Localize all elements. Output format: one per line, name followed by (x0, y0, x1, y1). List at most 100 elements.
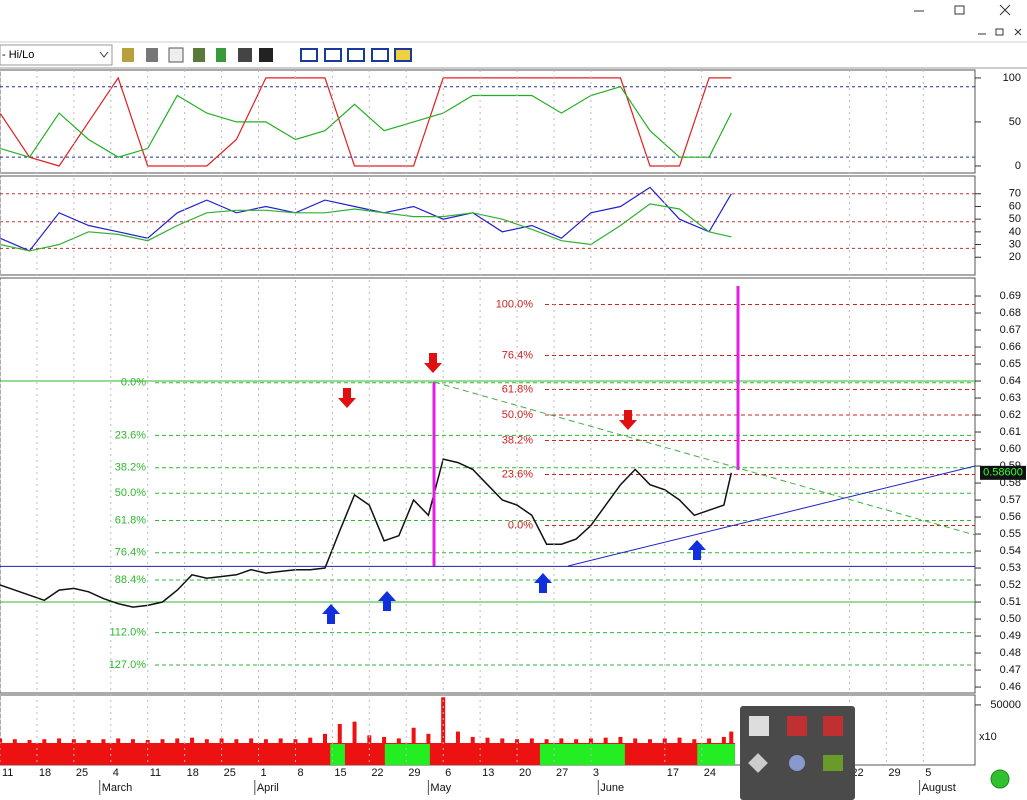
sell-arrows (338, 353, 637, 430)
volume-bar (603, 737, 608, 743)
y-tick-label: 0.52 (1000, 579, 1021, 591)
x-tick-label: 17 (667, 767, 679, 779)
month-label: June (600, 782, 624, 794)
close[interactable] (999, 4, 1011, 16)
tool-icon[interactable] (193, 48, 205, 62)
y-tick-label: 0.69 (1000, 290, 1021, 302)
x-tick-label: 13 (482, 767, 494, 779)
up-arrow (534, 573, 552, 593)
y-tick-label: 0.65 (1000, 358, 1021, 370)
volume-bar (0, 738, 2, 743)
fib-label: 38.2% (502, 434, 533, 446)
x-tick-label: 18 (187, 767, 199, 779)
fib-label: 0.0% (508, 519, 533, 531)
volume-bar (662, 738, 667, 743)
y-tick-label: 20 (1009, 251, 1021, 263)
y-tick-label: 40 (1009, 226, 1021, 238)
tray-icon[interactable] (749, 716, 769, 736)
series-line (0, 85, 732, 158)
tool-icon[interactable] (238, 48, 252, 62)
y-tick-label: 0 (1015, 160, 1021, 172)
y-tick-label: 0.62 (1000, 409, 1021, 421)
child-close[interactable] (1014, 28, 1022, 36)
volume-bar (249, 738, 254, 743)
trend-line (433, 381, 976, 536)
x-tick-label: 22 (371, 767, 383, 779)
tool-icon[interactable] (347, 48, 365, 62)
x-tick-label: 18 (39, 767, 51, 779)
tool-icon[interactable] (146, 48, 158, 62)
x-tick-label: 1 (261, 767, 267, 779)
scale-label: x10 (979, 731, 997, 743)
volume-bar (382, 736, 387, 743)
tool-icon[interactable] (371, 48, 389, 62)
restore[interactable] (954, 5, 965, 15)
window-controls[interactable] (914, 4, 1022, 36)
y-tick-label: 0.61 (1000, 426, 1021, 438)
y-tick-label: 0.53 (1000, 562, 1021, 574)
month-label: April (257, 782, 279, 794)
volume-bar (278, 738, 283, 743)
tool-icon[interactable] (394, 48, 412, 62)
child-restore[interactable] (995, 28, 1004, 36)
volume-bar (42, 739, 47, 743)
last-price-tag (980, 465, 1026, 480)
tool-icon[interactable] (168, 47, 184, 63)
volume-bar (721, 736, 726, 743)
y-tick-label: 0.57 (1000, 494, 1021, 506)
volume-bar (544, 739, 549, 743)
y-tick-label: 0.49 (1000, 630, 1021, 642)
volume-bar (559, 738, 564, 743)
fib-label: 100.0% (496, 298, 534, 310)
fib-label: 112.0% (110, 627, 147, 639)
down-arrow (338, 388, 356, 408)
volume-bar (71, 739, 76, 743)
volume-bar (633, 738, 638, 743)
indicator-dropdown[interactable] (0, 44, 113, 66)
tool-icon[interactable] (300, 48, 318, 62)
tool-icon[interactable] (216, 48, 226, 62)
tray-icon[interactable] (748, 753, 768, 773)
tool-icon[interactable] (259, 48, 273, 62)
tool-icon[interactable] (122, 48, 134, 62)
volume-bar (190, 737, 195, 743)
y-tick-label: 0.47 (1000, 664, 1021, 676)
toolbar-icons (122, 47, 412, 63)
y-tick-label: 0.48 (1000, 647, 1021, 659)
volume-bar (293, 739, 298, 743)
fib-label: 88.4% (115, 574, 146, 586)
y-tick-label: 0.46 (1000, 681, 1021, 693)
tool-icon[interactable] (324, 48, 342, 62)
indicator-dropdown-text: - Hi/Lo (2, 49, 34, 61)
volume-bar (263, 739, 268, 743)
y-tick-label: 50 (1009, 116, 1021, 128)
tray-icon[interactable] (789, 755, 805, 771)
y-tick-label: 50 (1009, 213, 1021, 225)
tray-popup (740, 706, 855, 800)
x-tick-label: 27 (556, 767, 568, 779)
series-line (0, 203, 732, 252)
volume-bar (648, 739, 652, 743)
volume-bar (86, 739, 91, 743)
volume-bar (234, 739, 239, 743)
y-tick-label: 100 (1003, 72, 1021, 84)
status-button[interactable] (990, 769, 1010, 789)
volume-bar (160, 739, 165, 743)
y-tick-label: 0.66 (1000, 341, 1021, 353)
x-tick-label: 8 (297, 767, 303, 779)
tray-icon[interactable] (787, 716, 807, 736)
y-tick-label: 0.55 (1000, 528, 1021, 540)
volume-bar (529, 738, 534, 743)
tray-icon[interactable] (823, 716, 843, 736)
tray-icon[interactable] (823, 755, 843, 771)
x-tick-label: 11 (2, 767, 13, 779)
volume-bar (515, 739, 520, 743)
fib-label: 50.0% (502, 409, 533, 421)
volume-bar (677, 737, 682, 743)
x-tick-label: 29 (408, 767, 420, 779)
down-arrow (424, 353, 442, 373)
volume-bar (707, 738, 712, 743)
volume-bar (441, 697, 446, 743)
